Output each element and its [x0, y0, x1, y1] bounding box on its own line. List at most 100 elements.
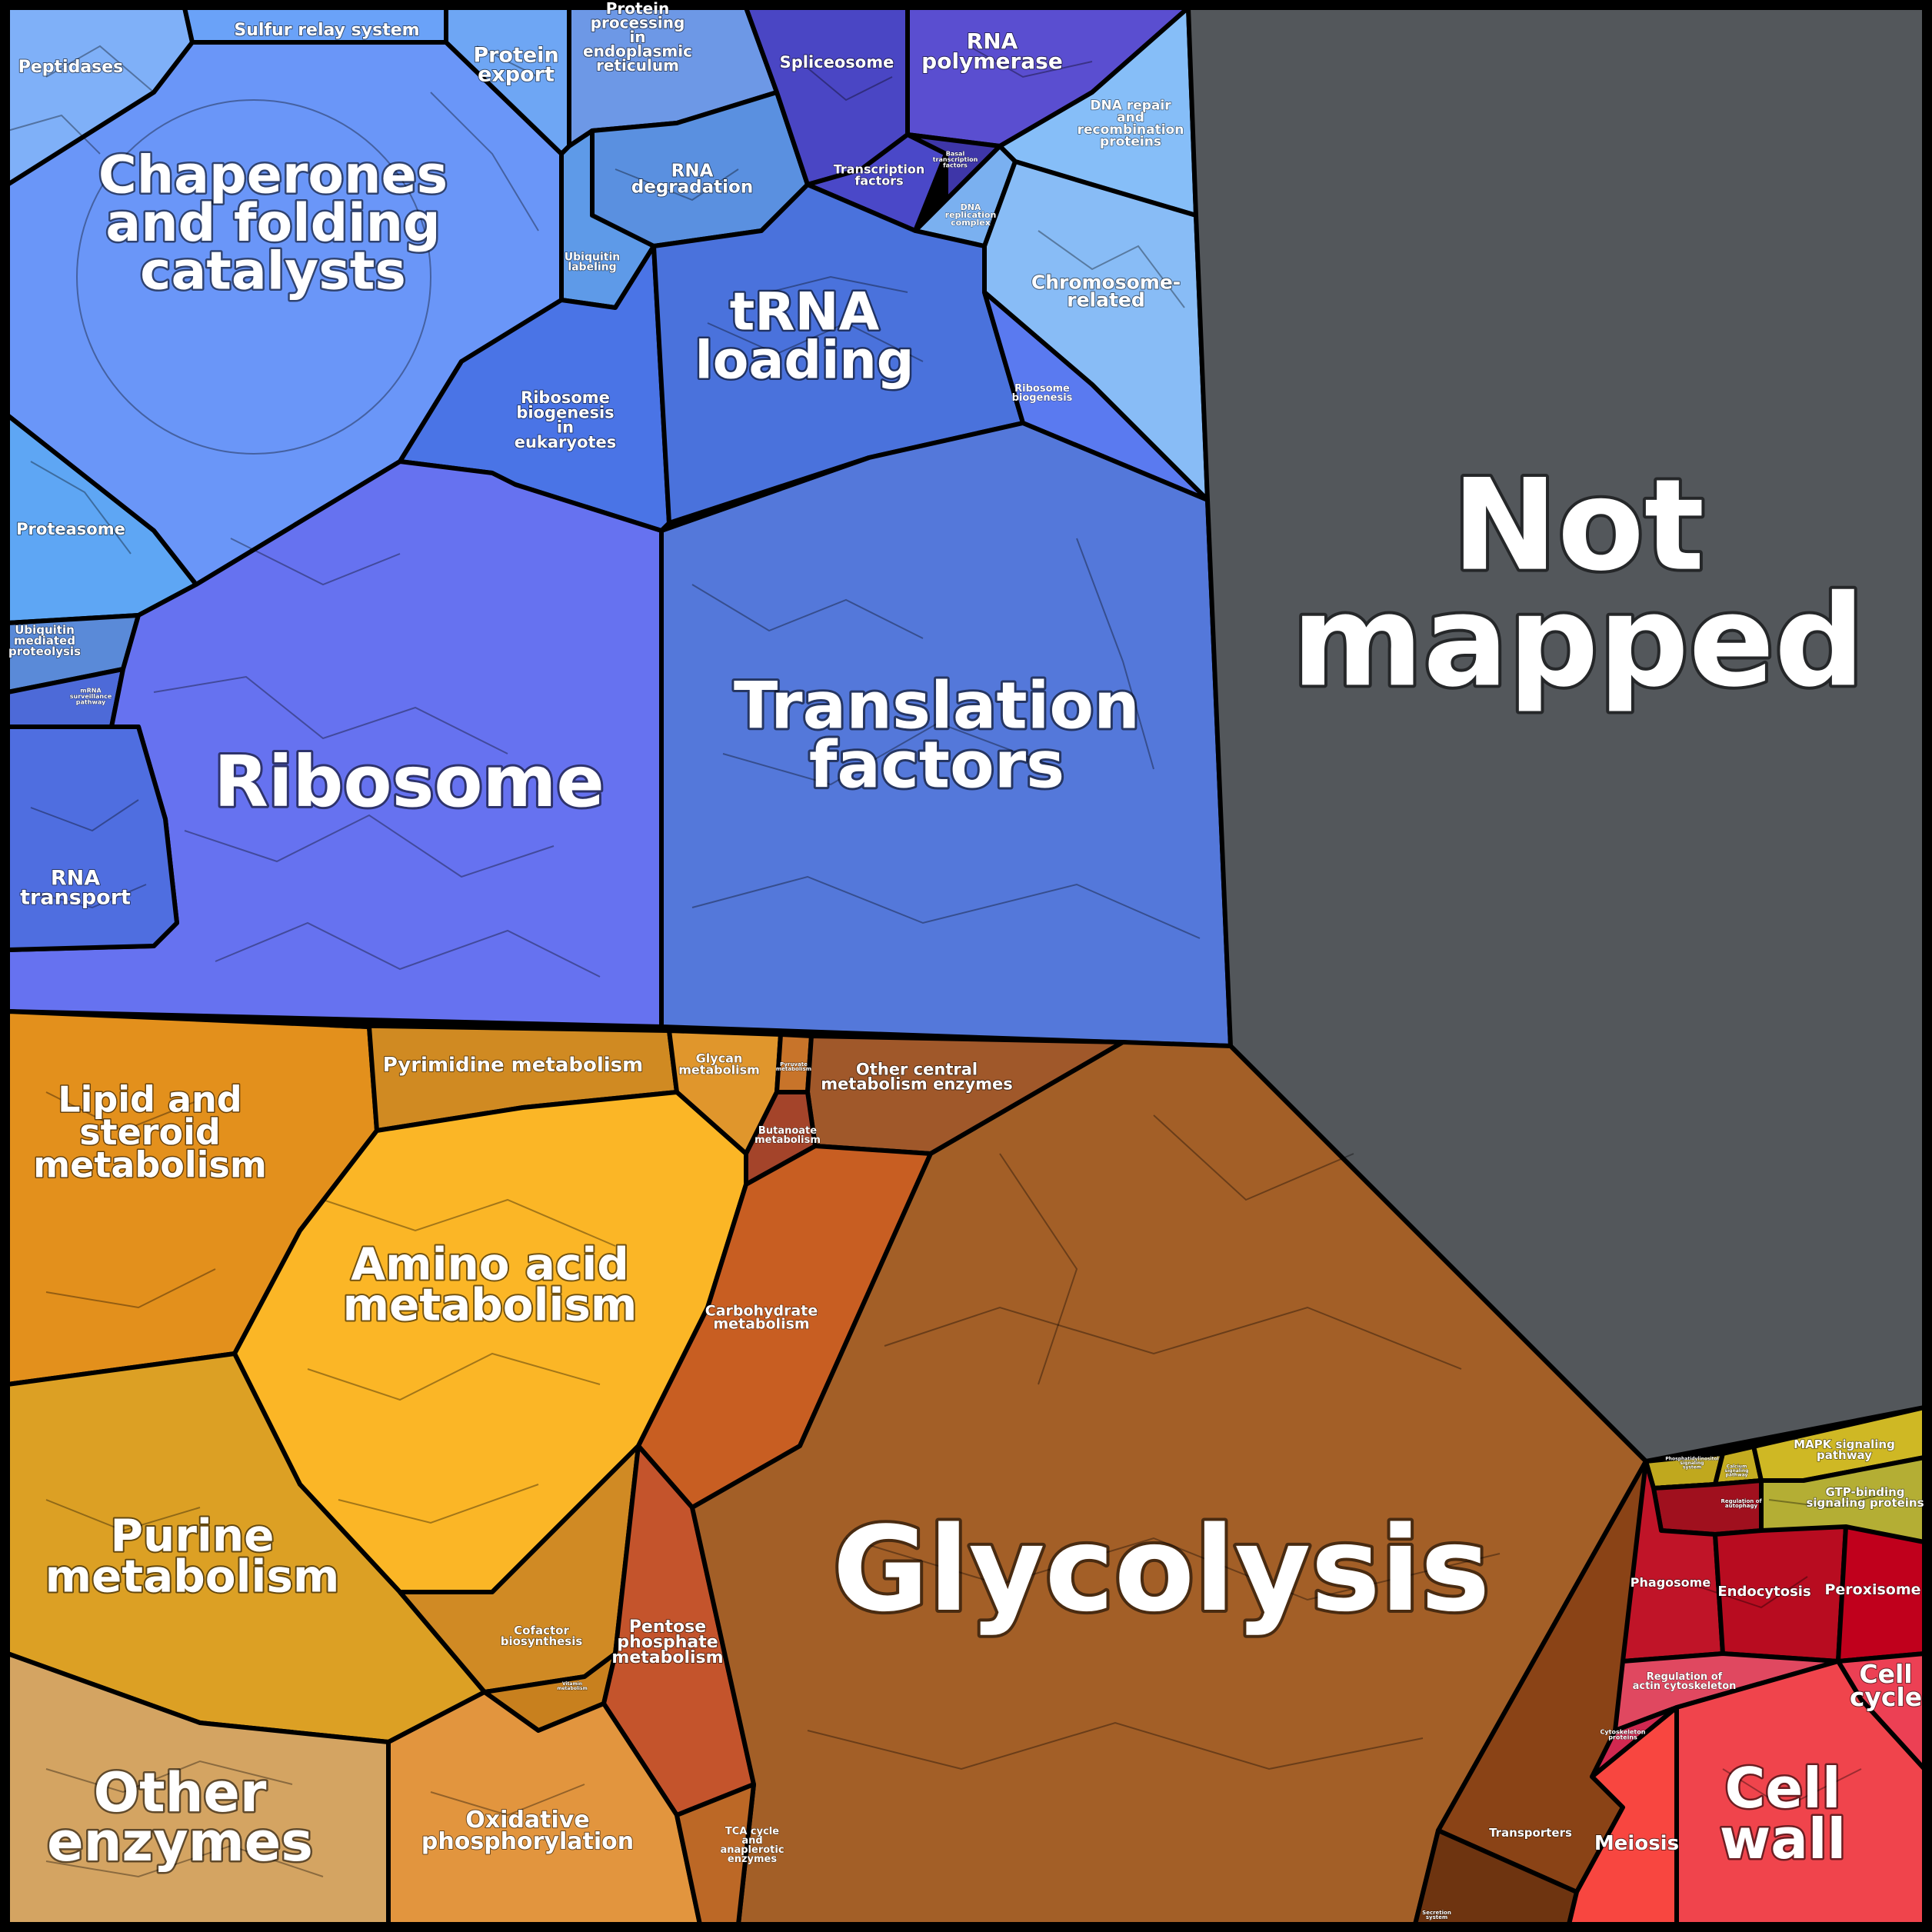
- label-line: Ribosome: [214, 741, 605, 823]
- region-cell-wall: [1674, 1659, 1927, 1927]
- label-line: in: [629, 28, 645, 46]
- label-oxidative: Oxidative phosphorylation: [421, 1807, 634, 1855]
- label-line: complex: [951, 218, 991, 228]
- label-line: phosphorylation: [421, 1828, 634, 1855]
- label-transcription-factors: Transcription factors: [834, 162, 925, 188]
- label-line: mRNA: [80, 688, 102, 695]
- label-meiosis: Meiosis: [1594, 1832, 1679, 1855]
- label-pentose: Pentose phosphate metabolism: [611, 1617, 723, 1667]
- label-line: Glycan: [696, 1051, 743, 1066]
- label-line: enzymes: [47, 1810, 313, 1874]
- label-rna-transport: RNA transport: [20, 867, 131, 910]
- label-line: factors: [809, 728, 1064, 803]
- label-line: Calcium: [1727, 1464, 1747, 1470]
- label-line: Butanoate: [758, 1125, 817, 1137]
- subcell-lines: [7, 45, 1893, 1878]
- label-line: Ubiquitin: [565, 251, 620, 264]
- label-line: metabolism: [776, 1066, 811, 1072]
- label-other-central: Other central metabolism enzymes: [821, 1060, 1013, 1093]
- label-line: transcription: [933, 156, 978, 163]
- label-line: replication: [945, 210, 997, 220]
- label-line: metabolism: [611, 1648, 723, 1667]
- label-line: Pentose: [629, 1617, 706, 1637]
- label-line: processing: [591, 14, 685, 32]
- label-line: Peptidases: [18, 58, 124, 77]
- label-line: Transporters: [1489, 1826, 1572, 1840]
- label-phagosome: Phagosome: [1631, 1575, 1711, 1590]
- label-line: recombination: [1078, 122, 1184, 138]
- label-line: DNA: [961, 202, 981, 212]
- label-pyruvate: Pyruvate metabolism: [776, 1061, 811, 1072]
- label-peroxisome: Peroxisome: [1824, 1581, 1920, 1598]
- label-line: anaplerotic: [720, 1844, 784, 1856]
- label-secretion: Secretion system: [1422, 1910, 1451, 1920]
- label-line: RNA: [671, 161, 714, 181]
- label-line: actin cytoskeleton: [1633, 1681, 1737, 1692]
- label-rna-surveillance: mRNA surveillance pathway: [70, 688, 112, 706]
- label-line: phosphate: [617, 1633, 718, 1652]
- label-lipid: Lipid and steroid metabolism: [33, 1079, 267, 1186]
- label-ubiquitin-labeling: Ubiquitin labeling: [565, 251, 620, 274]
- label-line: Peroxisome: [1824, 1581, 1920, 1598]
- label-line: Other central: [856, 1060, 978, 1078]
- label-line: Transcription: [834, 162, 925, 177]
- label-protein-export: Protein export: [473, 44, 558, 87]
- label-purine: Purine metabolism: [45, 1509, 340, 1602]
- label-line: Endocytosis: [1717, 1584, 1810, 1600]
- label-line: DNA repair: [1090, 98, 1171, 114]
- label-line: Pyrimidine metabolism: [383, 1054, 644, 1077]
- label-line: Oxidative: [465, 1807, 589, 1834]
- label-line: mediated: [14, 634, 75, 648]
- label-line: wall: [1720, 1807, 1846, 1871]
- label-line: Cell: [1859, 1659, 1912, 1689]
- label-not-mapped: Not mapped: [1292, 452, 1865, 715]
- label-ribosome-biogenesis-euk: Ribosome biogenesis in eukaryotes: [515, 388, 617, 451]
- label-line: system: [1426, 1914, 1447, 1920]
- label-protein-processing: Protein processing in endoplasmic reticulum: [583, 0, 692, 75]
- label-line: Ubiquitin: [15, 623, 75, 637]
- label-line: enzymes: [728, 1854, 777, 1865]
- label-line: Carbohydrate: [705, 1302, 818, 1319]
- label-line: Pyruvate: [780, 1061, 808, 1068]
- label-line: Meiosis: [1594, 1832, 1679, 1855]
- label-line: Phosphatidylinositol: [1665, 1457, 1718, 1462]
- label-line: Phagosome: [1631, 1575, 1711, 1590]
- label-line: metabolism: [45, 1551, 340, 1603]
- label-line: and: [1117, 110, 1144, 125]
- label-line: Cell: [1724, 1756, 1840, 1820]
- label-phosphatidylinositol: Phosphatidylinositol signaling system: [1665, 1457, 1718, 1471]
- label-line: pathway: [76, 698, 106, 705]
- label-line: Proteasome: [16, 520, 125, 538]
- label-line: mapped: [1292, 568, 1865, 715]
- label-butanoate: Butanoate metabolism: [754, 1125, 821, 1146]
- label-line: related: [1067, 289, 1145, 311]
- label-line: proteins: [1100, 135, 1161, 150]
- region-rna-transport: [5, 724, 179, 952]
- label-line: eukaryotes: [515, 433, 617, 451]
- label-line: RNA: [51, 867, 100, 891]
- label-line: Chromosome-: [1031, 271, 1181, 294]
- label-line: degradation: [631, 178, 753, 198]
- label-line: factors: [854, 173, 903, 188]
- label-ubiquitin-proteolysis: Ubiquitin mediated proteolysis: [8, 623, 81, 658]
- label-line: proteolysis: [8, 645, 81, 658]
- label-pyrimidine: Pyrimidine metabolism: [383, 1054, 644, 1077]
- label-line: Regulation of: [1720, 1498, 1762, 1504]
- label-line: Translation: [734, 668, 1140, 743]
- label-cell-wall: Cell wall: [1720, 1756, 1846, 1871]
- label-line: cycle: [1850, 1682, 1922, 1712]
- label-line: metabolism: [343, 1279, 638, 1331]
- label-peptidases: Peptidases: [18, 58, 124, 77]
- region-labels: Chaperones and folding catalysts Peptidase…: [8, 0, 1924, 1921]
- label-glycolysis: Glycolysis: [833, 1501, 1491, 1637]
- label-translation-factors: Translation factors: [734, 668, 1140, 802]
- region-oxidative: [386, 1690, 702, 1927]
- label-vitamin: Vitamin metabolism: [557, 1681, 588, 1691]
- label-line: Basal: [946, 151, 965, 158]
- label-sulfur-relay: Sulfur relay system: [234, 21, 419, 40]
- label-calcium: Calcium signaling pathway: [1725, 1464, 1749, 1478]
- label-line: Other: [94, 1761, 267, 1824]
- label-line: Sulfur relay system: [234, 21, 419, 40]
- label-rna-polymerase: RNA polymerase: [921, 28, 1063, 74]
